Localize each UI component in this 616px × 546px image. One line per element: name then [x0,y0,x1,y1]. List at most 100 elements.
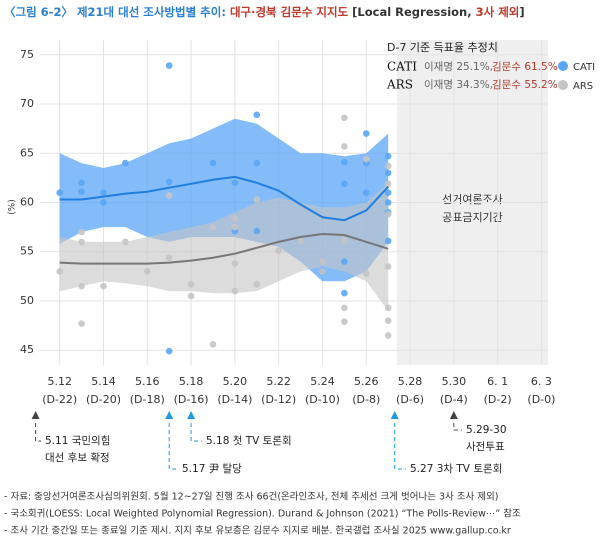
x-tick-label: 5.22 [266,375,291,388]
data-point [231,214,239,222]
estimate-b: 김문수 55.2% [492,79,558,91]
confidence-band [59,182,389,311]
data-point [384,237,392,245]
x-tick-label: 5.12 [47,375,72,388]
data-point [165,178,173,186]
x-tick-label: 5.18 [179,375,204,388]
data-point [384,332,392,339]
data-point [122,238,129,246]
event-label: 5.18 첫 TV 토론회 [206,435,292,447]
data-point [100,189,107,196]
chart-title: 〈그림 6-2〉 제21대 대선 조사방법별 추이: 대구·경북 김문수 지지도… [4,5,525,19]
data-point [362,130,370,137]
data-point [78,228,85,236]
x-tick-sublabel: (D-18) [130,393,165,406]
data-point [165,192,173,199]
title-part: 〈그림 6-2〉 제21대 대선 조사방법별 추이: [4,5,230,19]
data-point [384,317,392,324]
event-marker [31,411,40,419]
footnote: - 자료: 중앙선거여론조사심의위원회. 5월 12~27일 진행 조사 66건… [4,491,499,503]
x-tick-sublabel: (D-0) [527,393,555,406]
data-point [362,270,370,277]
title-part: ] [519,5,524,19]
data-point [253,196,261,203]
y-tick-label: 65 [20,146,34,159]
x-tick-sublabel: (D-4) [440,393,468,406]
blackout-label: 공표금지기간 [442,211,503,224]
data-point [384,211,392,218]
data-point [253,111,261,119]
event-leader [35,423,41,442]
data-point [100,199,107,206]
data-point [231,179,239,187]
x-tick-sublabel: (D-14) [217,393,252,406]
data-point [362,189,370,196]
legend-label: ARS [573,81,593,92]
data-point [341,304,348,312]
event-leader [394,423,406,470]
x-tick-label: 6. 3 [531,375,552,388]
data-point [341,143,348,150]
x-tick-sublabel: (D-2) [484,393,512,406]
title-part: [Local Regression, [348,5,475,19]
legend-marker [558,61,568,71]
data-point [384,263,392,270]
data-point [78,320,85,327]
x-tick-label: 5.24 [310,375,335,388]
data-point [319,258,326,265]
legend-label: CATI [573,62,595,73]
loess-line [59,175,389,222]
data-point [231,223,239,231]
x-tick-sublabel: (D-22) [42,393,77,406]
event-marker [187,411,196,419]
y-tick-label: 45 [20,343,34,356]
event-marker [165,411,174,419]
event-label: 5.11 국민의힘 [45,435,110,447]
data-point [78,179,85,187]
estimate-a: 이재명 25.1%, [424,61,493,73]
x-tick-sublabel: (D-12) [261,393,296,406]
data-point [319,268,326,275]
data-point [231,287,239,295]
data-point [78,282,85,290]
x-tick-label: 5.30 [442,375,467,388]
data-point [384,199,392,206]
estimate-title: D-7 기준 득표율 추정치 [387,41,498,54]
data-point [384,152,392,160]
y-axis-label: (%) [8,199,18,215]
data-point [362,155,370,163]
data-point [297,237,304,245]
x-tick-label: 5.16 [135,375,160,388]
event-label: 사전투표 [466,441,505,453]
legend-marker [558,80,568,90]
data-point [341,289,348,297]
data-point [231,260,239,267]
data-point [187,280,195,288]
x-tick-sublabel: (D-16) [174,393,209,406]
y-tick-label: 75 [20,48,34,61]
event-label: 대선 후보 확정 [45,451,110,464]
x-tick-sublabel: (D-20) [86,393,121,406]
data-point [341,318,348,325]
y-tick-label: 50 [20,294,34,307]
data-point [253,227,261,235]
y-tick-label: 55 [20,245,34,258]
data-point [209,341,217,348]
loess-line [59,232,389,265]
footnote: - 조사 기간 중간일 또는 종료일 기준 제시. 지지 후보 유보층은 김문수… [4,525,511,537]
x-tick-label: 5.14 [91,375,116,388]
data-point [209,159,217,167]
event-label: 5.17 尹 탈당 [182,462,242,475]
data-point [341,158,348,166]
event-label: 5.27 3차 TV 토론회 [410,463,502,475]
event-leader [190,423,202,442]
data-point [384,304,392,312]
data-point [384,180,392,188]
x-tick-label: 6. 1 [487,375,508,388]
data-point [187,292,195,300]
x-tick-sublabel: (D-10) [305,393,340,406]
data-point [275,247,282,255]
y-tick-label: 60 [20,196,34,209]
y-tick-label: 70 [20,97,34,110]
